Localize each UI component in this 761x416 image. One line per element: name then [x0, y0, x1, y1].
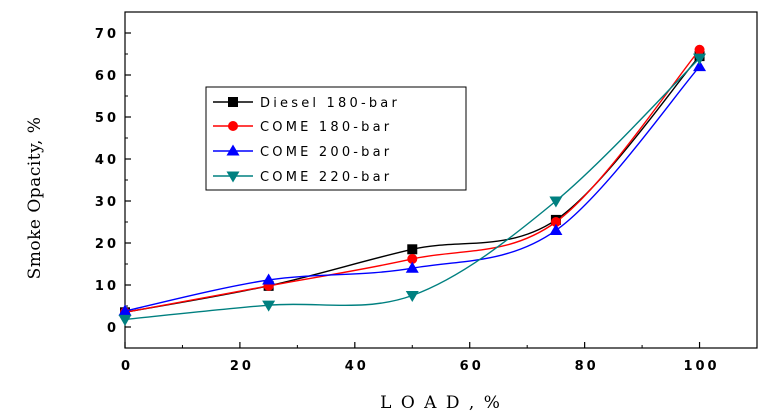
- data-point: [118, 304, 132, 316]
- legend-label: COME 180-bar: [260, 120, 392, 135]
- data-point: [693, 53, 707, 65]
- x-tick-label: 100: [683, 359, 719, 374]
- data-point: [118, 314, 132, 326]
- legend-box: [205, 86, 467, 191]
- y-tick-label: 40: [95, 153, 119, 168]
- legend-marker: [226, 171, 240, 183]
- legend-marker: [226, 144, 240, 156]
- data-point: [407, 253, 418, 264]
- data-point: [407, 244, 418, 255]
- legend-marker: [228, 121, 238, 131]
- y-tick-label: 20: [95, 237, 119, 252]
- x-tick-label: 0: [121, 359, 133, 374]
- y-tick-label: 10: [95, 279, 119, 294]
- legend: Diesel 180-bar COME 180-bar COME 200-bar CO…: [205, 86, 467, 191]
- x-tick-label: 80: [575, 359, 599, 374]
- y-axis-title: Smoke Opacity, %: [25, 117, 45, 280]
- y-tick-label: 30: [95, 195, 119, 210]
- series-line: [124, 57, 701, 321]
- data-point: [693, 60, 707, 72]
- data-point: [262, 300, 276, 312]
- y-axis: 0 10 20 30 40 50 60 70: [95, 11, 131, 349]
- x-axis: 0 20 40 60 80 100: [121, 342, 719, 374]
- legend-label: COME 200-bar: [260, 145, 392, 160]
- data-point: [549, 223, 563, 235]
- y-tick-label: 0: [107, 321, 119, 336]
- legend-marker: [228, 97, 238, 107]
- x-axis-title: L O A D , %: [380, 393, 502, 413]
- y-tick-label: 50: [95, 111, 119, 126]
- data-point: [694, 44, 705, 55]
- data-point: [405, 290, 419, 302]
- legend-label: COME 220-bar: [260, 170, 392, 185]
- legend-label: Diesel 180-bar: [260, 96, 400, 111]
- data-point: [405, 261, 419, 273]
- series-line: [124, 49, 701, 313]
- x-tick-label: 40: [345, 359, 369, 374]
- y-tick-label: 70: [95, 27, 119, 42]
- data-point: [550, 217, 561, 227]
- data-point: [262, 273, 276, 285]
- series-layer: [118, 44, 707, 326]
- x-tick-label: 60: [460, 359, 484, 374]
- x-tick-label: 20: [230, 359, 254, 374]
- data-point: [549, 196, 563, 208]
- y-tick-label: 60: [95, 69, 119, 84]
